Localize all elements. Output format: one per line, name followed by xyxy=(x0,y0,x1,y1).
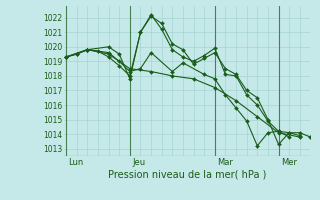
Text: Jeu: Jeu xyxy=(132,158,145,167)
Text: Mer: Mer xyxy=(281,158,297,167)
Text: Mar: Mar xyxy=(217,158,233,167)
Text: Lun: Lun xyxy=(68,158,84,167)
X-axis label: Pression niveau de la mer( hPa ): Pression niveau de la mer( hPa ) xyxy=(108,170,266,180)
